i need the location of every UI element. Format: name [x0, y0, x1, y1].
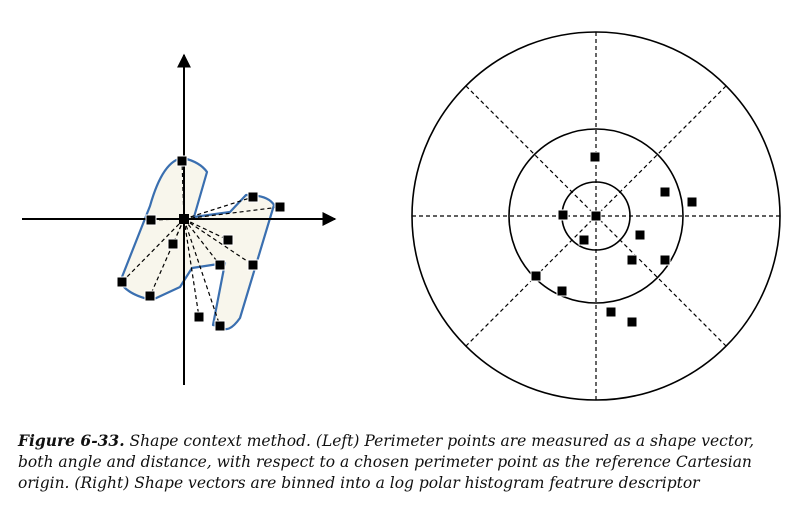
- perimeter-point: [145, 214, 157, 226]
- histogram-point: [659, 186, 671, 198]
- histogram-point: [626, 316, 638, 328]
- perimeter-points: [116, 155, 286, 332]
- histogram-points: [530, 151, 698, 328]
- histogram-point: [589, 151, 601, 163]
- perimeter-point: [214, 320, 226, 332]
- histogram-point: [686, 196, 698, 208]
- perimeter-point: [144, 290, 156, 302]
- figure-caption: Figure 6-33. Shape context method. (Left…: [18, 430, 783, 494]
- perimeter-point: [247, 259, 259, 271]
- perimeter-point: [167, 238, 179, 250]
- perimeter-point: [176, 155, 188, 167]
- right-panel-log-polar: [411, 31, 781, 401]
- figure-caption-text: Shape context method. (Left) Perimeter p…: [18, 432, 755, 492]
- middle-ring: [508, 128, 684, 304]
- histogram-point: [530, 270, 542, 282]
- histogram-point: [626, 254, 638, 266]
- histogram-point: [556, 285, 568, 297]
- perimeter-point: [116, 276, 128, 288]
- shape-context-figure: [22, 31, 781, 401]
- perimeter-point: [193, 311, 205, 323]
- histogram-point: [634, 229, 646, 241]
- perimeter-point: [222, 234, 234, 246]
- left-panel-cartesian: [22, 53, 337, 385]
- histogram-point: [659, 254, 671, 266]
- perimeter-point: [214, 259, 226, 271]
- perimeter-point: [274, 201, 286, 213]
- histogram-point: [605, 306, 617, 318]
- histogram-point: [590, 210, 602, 222]
- histogram-point: [557, 209, 569, 221]
- figure-label: Figure 6-33.: [18, 431, 125, 450]
- reference-origin-point: [179, 214, 189, 224]
- perimeter-point: [247, 191, 259, 203]
- histogram-point: [578, 234, 590, 246]
